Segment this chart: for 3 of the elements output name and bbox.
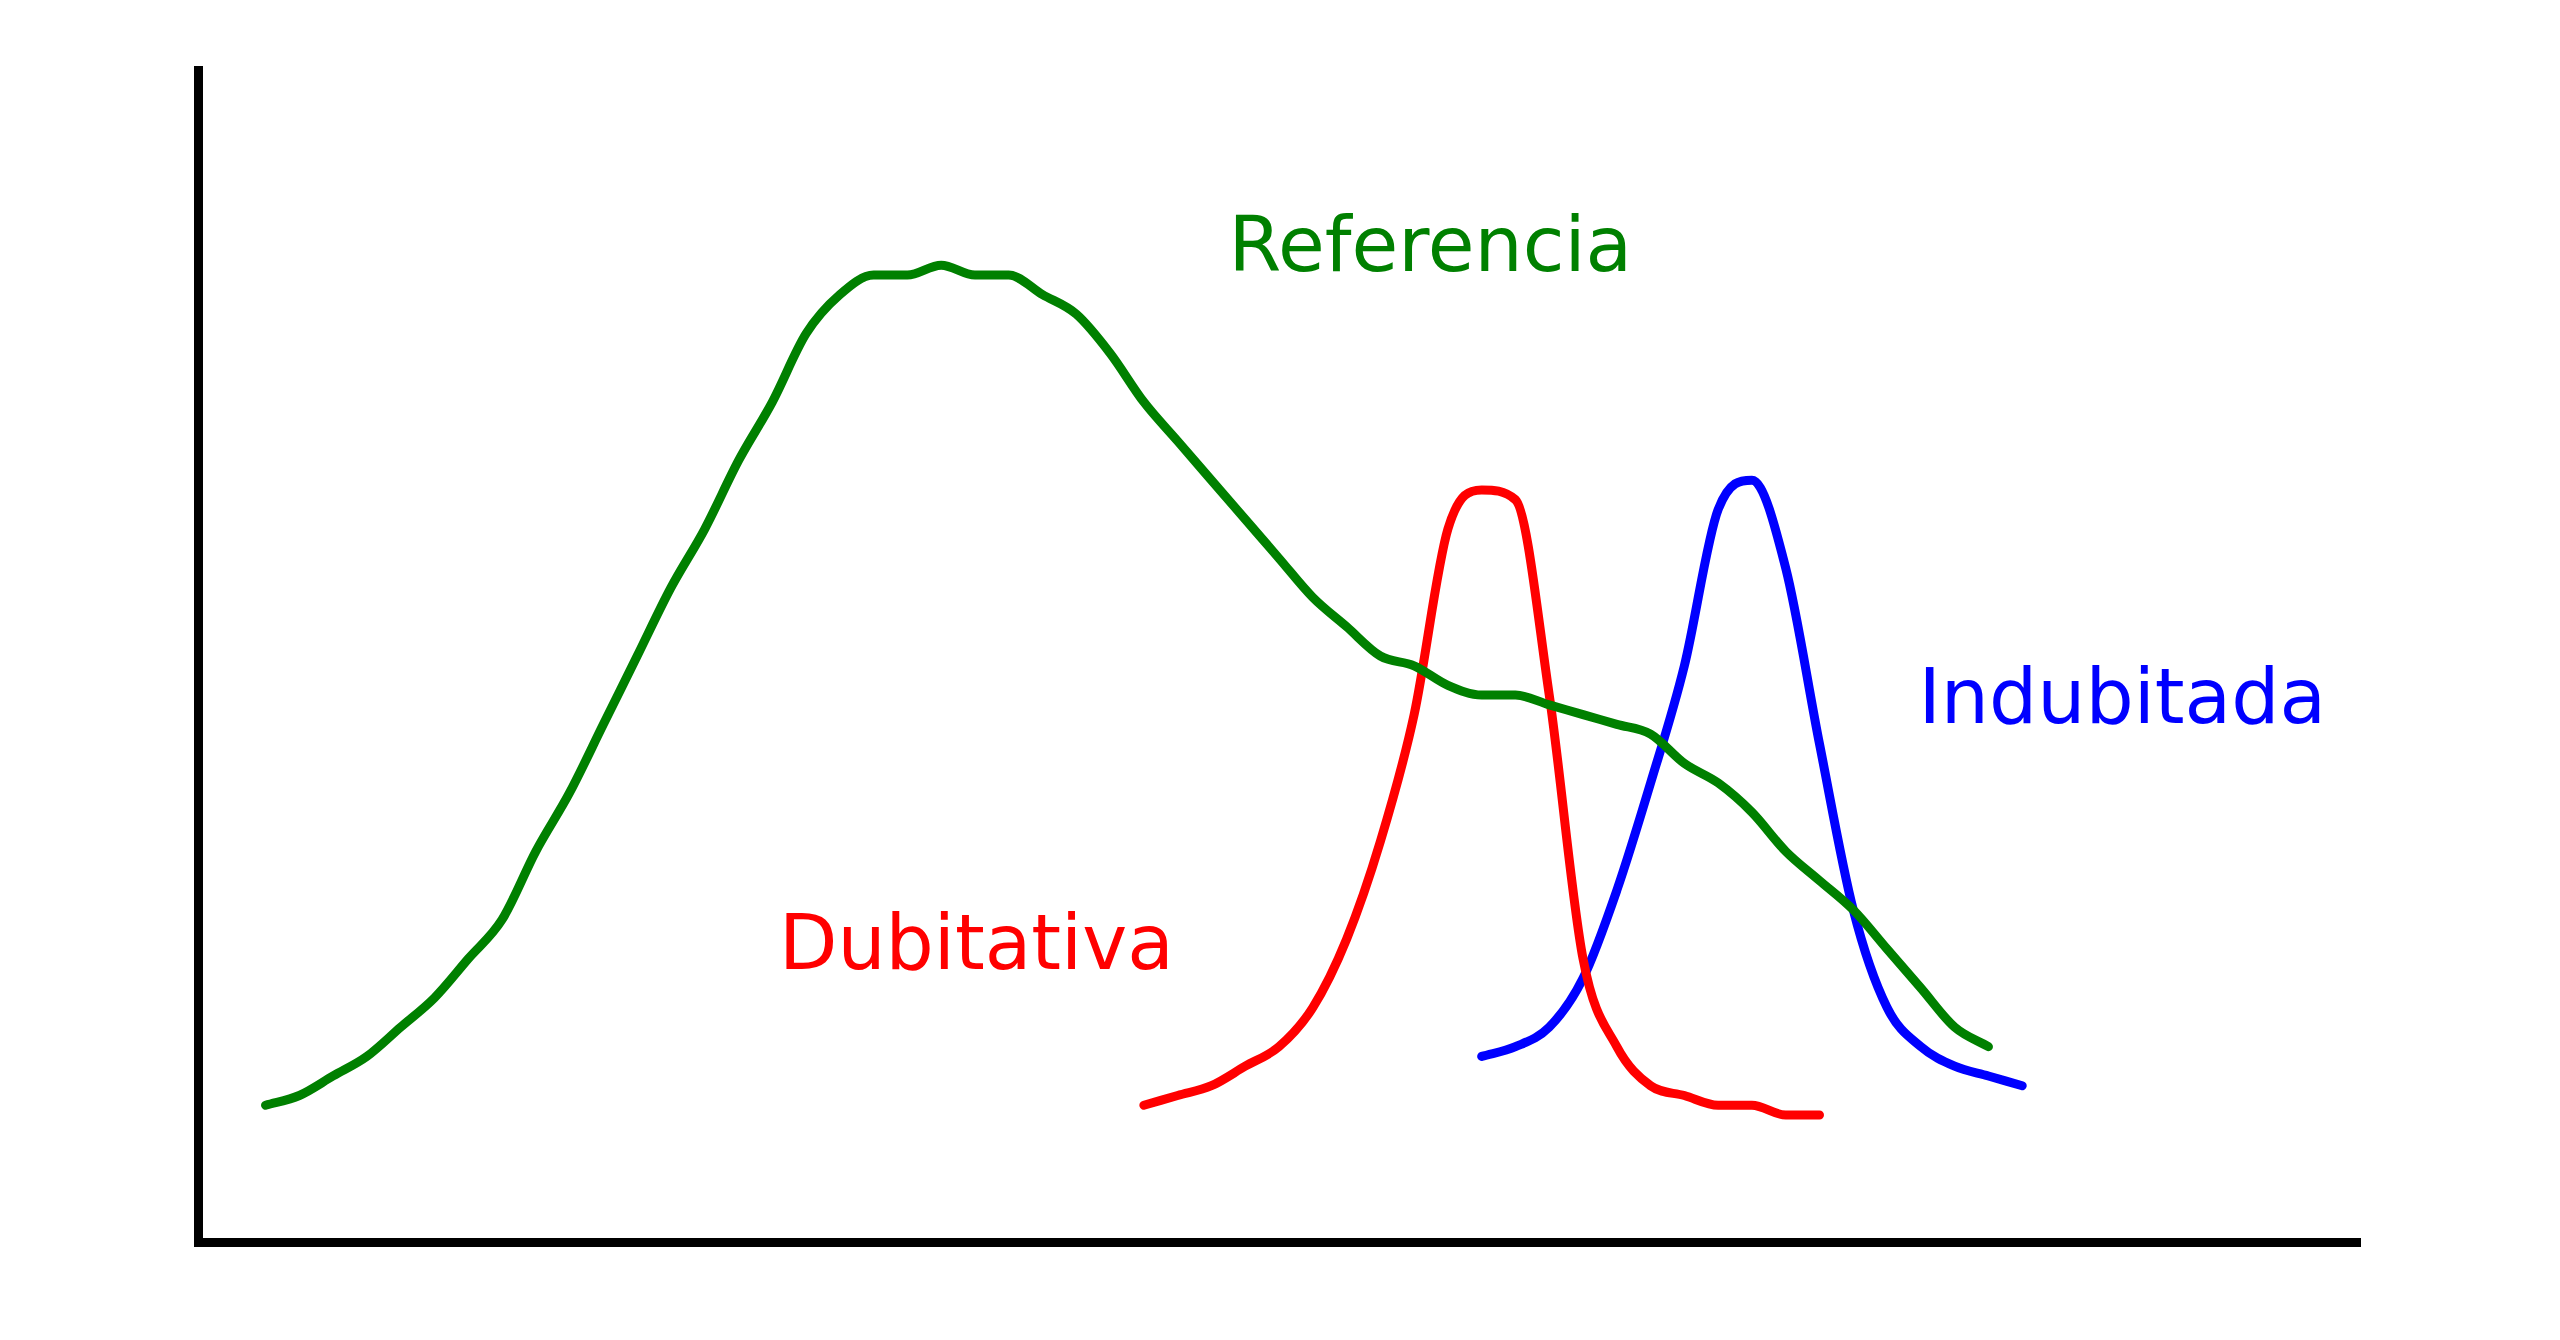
series-label: Indubitada [1918, 651, 2326, 741]
series-label: Referencia [1228, 200, 1633, 290]
series-label: Dubitativa [778, 897, 1174, 987]
